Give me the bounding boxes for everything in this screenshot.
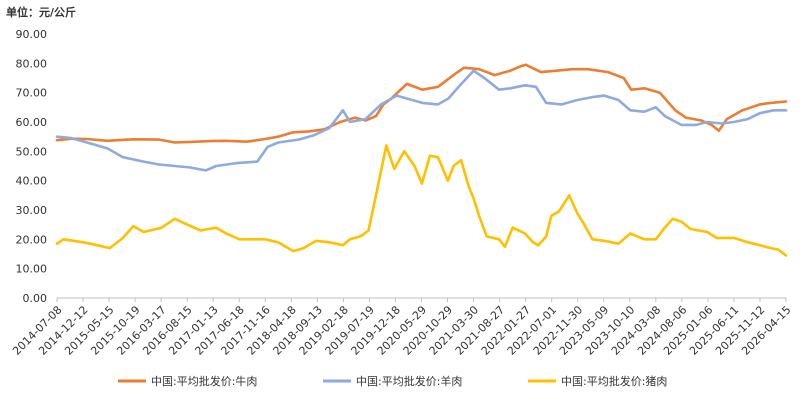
y-tick-label: 0.00 bbox=[23, 292, 48, 305]
y-tick-label: 10.00 bbox=[16, 263, 48, 276]
y-tick-label: 70.00 bbox=[16, 87, 48, 100]
y-tick-label: 90.00 bbox=[16, 28, 48, 41]
legend-label: 中国:平均批发价:羊肉 bbox=[356, 374, 462, 388]
x-axis: 2014-07-082014-12-122015-05-152015-10-19… bbox=[10, 297, 794, 358]
series-line-3 bbox=[55, 144, 788, 257]
series-line-1 bbox=[55, 63, 788, 144]
legend: 中国:平均批发价:牛肉 中国:平均批发价:羊肉 中国:平均批发价:猪肉 bbox=[118, 374, 667, 388]
series-line-2 bbox=[55, 69, 788, 172]
y-tick-label: 30.00 bbox=[16, 204, 48, 217]
y-tick-label: 60.00 bbox=[16, 116, 48, 129]
y-tick-label: 20.00 bbox=[16, 233, 48, 246]
series-lines bbox=[55, 63, 788, 257]
y-tick-label: 40.00 bbox=[16, 175, 48, 188]
y-tick-label: 50.00 bbox=[16, 145, 48, 158]
y-tick-label: 80.00 bbox=[16, 57, 48, 70]
unit-label: 单位：元/公斤 bbox=[6, 6, 77, 19]
y-axis: 0.00 10.00 20.00 30.00 40.00 50.00 60.00 70.00 8… bbox=[16, 28, 48, 305]
legend-label: 中国:平均批发价:猪肉 bbox=[561, 374, 667, 388]
legend-label: 中国:平均批发价:牛肉 bbox=[151, 374, 257, 388]
